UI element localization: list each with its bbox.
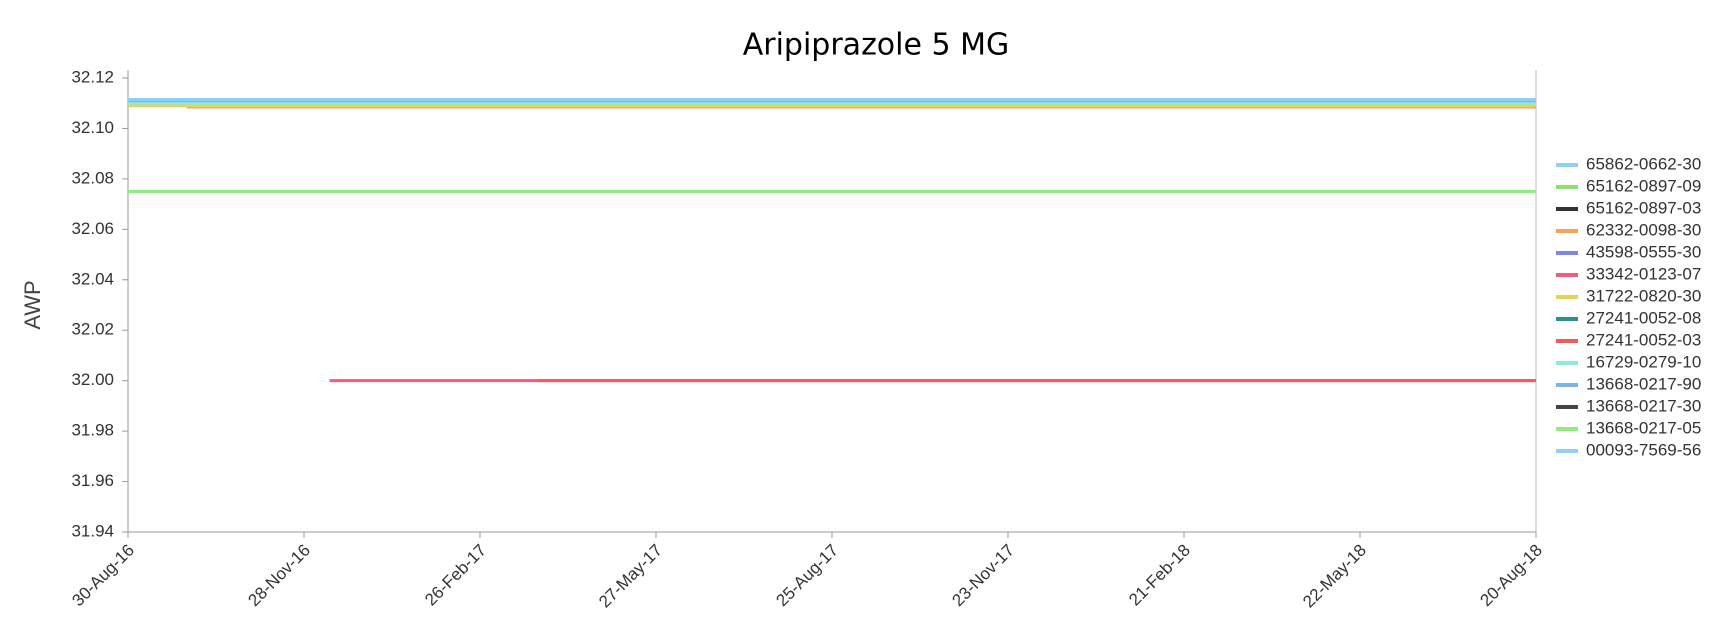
y-axis-label: AWP xyxy=(20,280,45,329)
legend-label: 33342-0123-07 xyxy=(1586,264,1701,283)
y-tick-label: 31.94 xyxy=(71,521,114,540)
chart-title: Aripiprazole 5 MG xyxy=(743,28,1010,63)
legend-label: 00093-7569-56 xyxy=(1586,440,1701,459)
x-tick-label: 21-Feb-18 xyxy=(1125,541,1194,610)
y-tick-label: 32.06 xyxy=(71,219,114,238)
y-tick-label: 31.98 xyxy=(71,421,114,440)
legend-label: 27241-0052-03 xyxy=(1586,330,1701,349)
legend-label: 31722-0820-30 xyxy=(1586,286,1701,305)
x-tick-label: 30-Aug-16 xyxy=(68,541,138,611)
y-tick-label: 32.00 xyxy=(71,370,114,389)
legend-label: 65862-0662-30 xyxy=(1586,154,1701,173)
x-tick-label: 27-May-17 xyxy=(595,541,666,612)
x-tick-label: 28-Nov-16 xyxy=(244,541,314,611)
legend-label: 65162-0897-03 xyxy=(1586,198,1701,217)
legend-label: 16729-0279-10 xyxy=(1586,352,1701,371)
y-tick-label: 32.10 xyxy=(71,118,114,137)
legend-label: 13668-0217-30 xyxy=(1586,396,1701,415)
legend-label: 27241-0052-08 xyxy=(1586,308,1701,327)
y-tick-label: 32.02 xyxy=(71,320,114,339)
y-tick-label: 32.08 xyxy=(71,168,114,187)
x-tick-label: 20-Aug-18 xyxy=(1476,541,1546,611)
legend-label: 43598-0555-30 xyxy=(1586,242,1701,261)
legend-label: 13668-0217-90 xyxy=(1586,374,1701,393)
x-tick-label: 25-Aug-17 xyxy=(772,541,842,611)
y-tick-label: 32.04 xyxy=(71,269,114,288)
legend-label: 62332-0098-30 xyxy=(1586,220,1701,239)
y-tick-label: 31.96 xyxy=(71,471,114,490)
x-tick-label: 22-May-18 xyxy=(1299,541,1370,612)
x-tick-label: 23-Nov-17 xyxy=(948,541,1018,611)
x-tick-label: 26-Feb-17 xyxy=(421,541,490,610)
legend-label: 13668-0217-05 xyxy=(1586,418,1701,437)
legend-label: 65162-0897-09 xyxy=(1586,176,1701,195)
y-tick-label: 32.12 xyxy=(71,67,114,86)
